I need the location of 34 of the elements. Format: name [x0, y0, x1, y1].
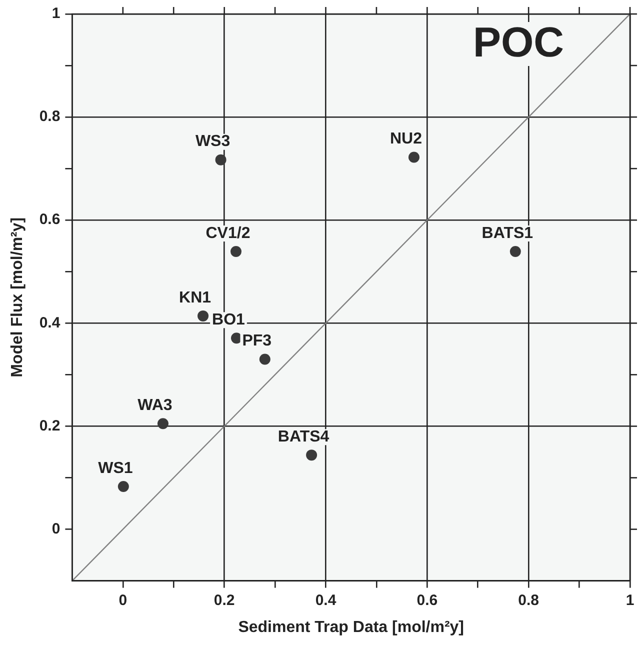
y-tick-label: 0.2 — [39, 417, 60, 434]
annotation: CV1/2 — [206, 224, 250, 242]
annotation: BATS4 — [278, 428, 330, 446]
x-tick-label: 0.6 — [416, 592, 438, 609]
point — [306, 450, 318, 461]
y-tick-label: 1 — [52, 5, 60, 22]
x-tick-label: 0 — [118, 592, 128, 609]
point — [408, 152, 420, 163]
annotation: BATS1 — [482, 224, 534, 242]
annotation: BO1 — [212, 312, 246, 329]
chart-title: POC — [472, 18, 564, 66]
x-axis-title: Sediment Trap Data [mol/m²y] — [238, 618, 464, 636]
y-tick-label: 0.8 — [39, 108, 60, 126]
point — [215, 154, 226, 166]
x-tick-label: 1 — [626, 592, 634, 609]
annotation: NU2 — [390, 130, 422, 148]
y-axis-title: Model Flux [mol/m²y] — [9, 217, 26, 378]
point — [230, 246, 242, 258]
annotation: KN1 — [179, 289, 212, 306]
point — [198, 310, 209, 322]
x-tick-label: 0.2 — [214, 592, 235, 609]
annotation: WS3 — [195, 133, 230, 150]
annotation: WS1 — [98, 460, 133, 477]
point — [259, 354, 270, 365]
annotation: WA3 — [138, 397, 172, 414]
annotation: PF3 — [242, 332, 272, 350]
point — [118, 481, 129, 492]
y-tick-label: 0.4 — [39, 314, 61, 332]
x-tick-label: 0.4 — [315, 592, 337, 609]
y-tick-label: 0.6 — [39, 211, 60, 228]
x-tick-label: 0.8 — [518, 592, 540, 609]
point — [510, 246, 521, 258]
y-tick-label: 0 — [52, 520, 60, 538]
point — [157, 418, 168, 430]
